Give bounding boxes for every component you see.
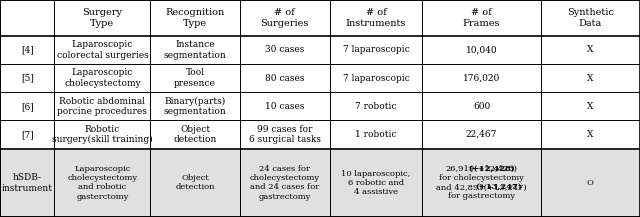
Bar (0, 149, 640, 217)
Text: O: O (587, 179, 594, 187)
Text: (+12,428): (+12,428) (468, 165, 515, 173)
Text: Synthetic
Data: Synthetic Data (567, 8, 614, 28)
Text: X: X (588, 102, 593, 111)
Text: [5]: [5] (20, 74, 34, 83)
Text: hSDB-
instrument: hSDB- instrument (2, 173, 52, 192)
Text: 7 robotic: 7 robotic (355, 102, 397, 111)
Text: 30 cases: 30 cases (265, 45, 305, 54)
Text: Surgery
Type: Surgery Type (83, 8, 122, 28)
Text: Recognition
Type: Recognition Type (166, 8, 225, 28)
Text: 7 laparoscopic: 7 laparoscopic (342, 45, 410, 54)
Text: X: X (588, 74, 593, 83)
Text: [7]: [7] (21, 130, 33, 139)
Text: 10 cases: 10 cases (265, 102, 305, 111)
Text: 80 cases: 80 cases (265, 74, 305, 83)
Text: 22,467: 22,467 (466, 130, 497, 139)
Text: X: X (588, 45, 593, 54)
Text: for gastrectomy: for gastrectomy (448, 192, 515, 201)
Text: 1 robotic: 1 robotic (355, 130, 397, 139)
Text: Tool
presence: Tool presence (174, 68, 216, 88)
Text: # of
Frames: # of Frames (463, 8, 500, 28)
Text: 99 cases for
6 surgical tasks: 99 cases for 6 surgical tasks (249, 125, 321, 144)
Text: 26,919(+12,428): 26,919(+12,428) (445, 165, 518, 173)
Text: 176,020: 176,020 (463, 74, 500, 83)
Text: Laparoscopic
cholecystectomy: Laparoscopic cholecystectomy (64, 68, 141, 88)
Text: X: X (588, 130, 593, 139)
Text: Robotic
surgery(skill training): Robotic surgery(skill training) (52, 125, 153, 144)
Text: Laparoscopic
cholecystectomy
and robotic
gasterctomy: Laparoscopic cholecystectomy and robotic… (67, 165, 138, 201)
Text: for cholecystectomy: for cholecystectomy (439, 174, 524, 182)
Text: Robotic abdominal
porcine procedures: Robotic abdominal porcine procedures (58, 97, 147, 116)
Text: Binary(parts)
segmentation: Binary(parts) segmentation (164, 97, 227, 116)
Text: [4]: [4] (21, 45, 33, 54)
Text: # of
Surgeries: # of Surgeries (260, 8, 309, 28)
Text: 10,040: 10,040 (466, 45, 497, 54)
Text: 24 cases for
cholecystectomy
and 24 cases for
gastrectomy: 24 cases for cholecystectomy and 24 case… (250, 165, 320, 201)
Text: Object
detection: Object detection (175, 174, 215, 191)
Text: Instance
segmentation: Instance segmentation (164, 40, 227, 60)
Text: 10 laparoscopic,
6 robotic and
4 assistive: 10 laparoscopic, 6 robotic and 4 assisti… (341, 170, 411, 196)
Text: 600: 600 (473, 102, 490, 111)
Text: Laparoscopic
colorectal surgeries: Laparoscopic colorectal surgeries (56, 40, 148, 60)
Text: and 42,891(+13,247): and 42,891(+13,247) (436, 183, 527, 191)
Text: [6]: [6] (21, 102, 33, 111)
Text: 7 laparoscopic: 7 laparoscopic (342, 74, 410, 83)
Text: # of
Instruments: # of Instruments (346, 8, 406, 28)
Text: (+13,247): (+13,247) (475, 183, 522, 191)
Text: Object
detection: Object detection (173, 125, 217, 144)
